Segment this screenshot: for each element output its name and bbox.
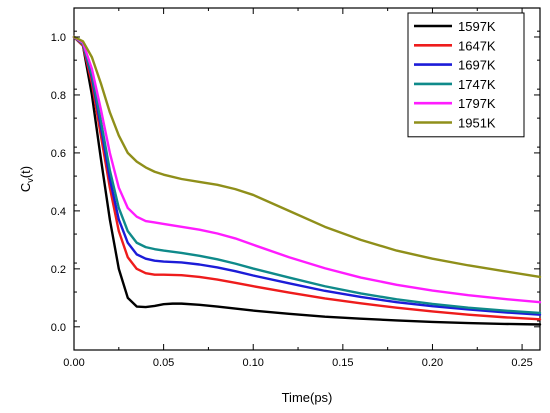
- legend-label-1697K: 1697K: [458, 58, 496, 73]
- y-axis-title-main: C: [18, 183, 33, 192]
- legend-box: [407, 12, 525, 138]
- legend: 1597K 1647K 1697K 1747K 1797K 1951K: [407, 12, 525, 138]
- x-tick-label: 0.00: [63, 357, 84, 369]
- legend-label-1747K: 1747K: [458, 77, 496, 92]
- plot-frame: [73, 7, 541, 351]
- series-line-1951K: [72, 35, 542, 279]
- series-line-1597K: [72, 35, 542, 326]
- x-tick-label: 0.25: [511, 357, 532, 369]
- series-line-1797K: [72, 35, 542, 304]
- series-line-1747K: [72, 35, 542, 315]
- legend-label-1951K: 1951K: [458, 116, 496, 131]
- x-axis-title: Time(ps): [282, 390, 333, 405]
- y-axis-title-suffix: (t): [18, 166, 33, 178]
- series-line-1647K: [72, 35, 542, 321]
- y-tick-label: 0.8: [51, 90, 66, 102]
- series-line-1697K: [72, 35, 542, 316]
- y-tick-label: 1.0: [51, 32, 66, 44]
- y-tick-label: 0.2: [51, 264, 66, 276]
- y-tick-label: 0.4: [51, 206, 66, 218]
- legend-label-1597K: 1597K: [458, 19, 496, 34]
- plot-area: 0.00 0.05 0.10 0.15 0.20 0.25 0.0 0.2 0.4 0.6 0.8 1…: [51, 7, 542, 369]
- legend-items: 1597K 1647K 1697K 1747K 1797K 1951K: [414, 19, 496, 131]
- x-tick-label: 0.15: [332, 357, 353, 369]
- legend-label-1647K: 1647K: [458, 38, 496, 53]
- y-tick-label: 0.6: [51, 148, 66, 160]
- x-tick-label: 0.10: [243, 357, 264, 369]
- x-tick-label: 0.05: [153, 357, 174, 369]
- y-axis-title: Cv(t): [18, 166, 35, 192]
- legend-label-1797K: 1797K: [458, 96, 496, 111]
- axis-ticks: 0.00 0.05 0.10 0.15 0.20 0.25 0.0 0.2 0.4 0.6 0.8 1…: [51, 8, 540, 369]
- y-axis-title-subscript: v: [25, 178, 35, 183]
- series-layer: [72, 35, 542, 326]
- y-tick-label: 0.0: [51, 322, 66, 334]
- x-tick-label: 0.20: [422, 357, 443, 369]
